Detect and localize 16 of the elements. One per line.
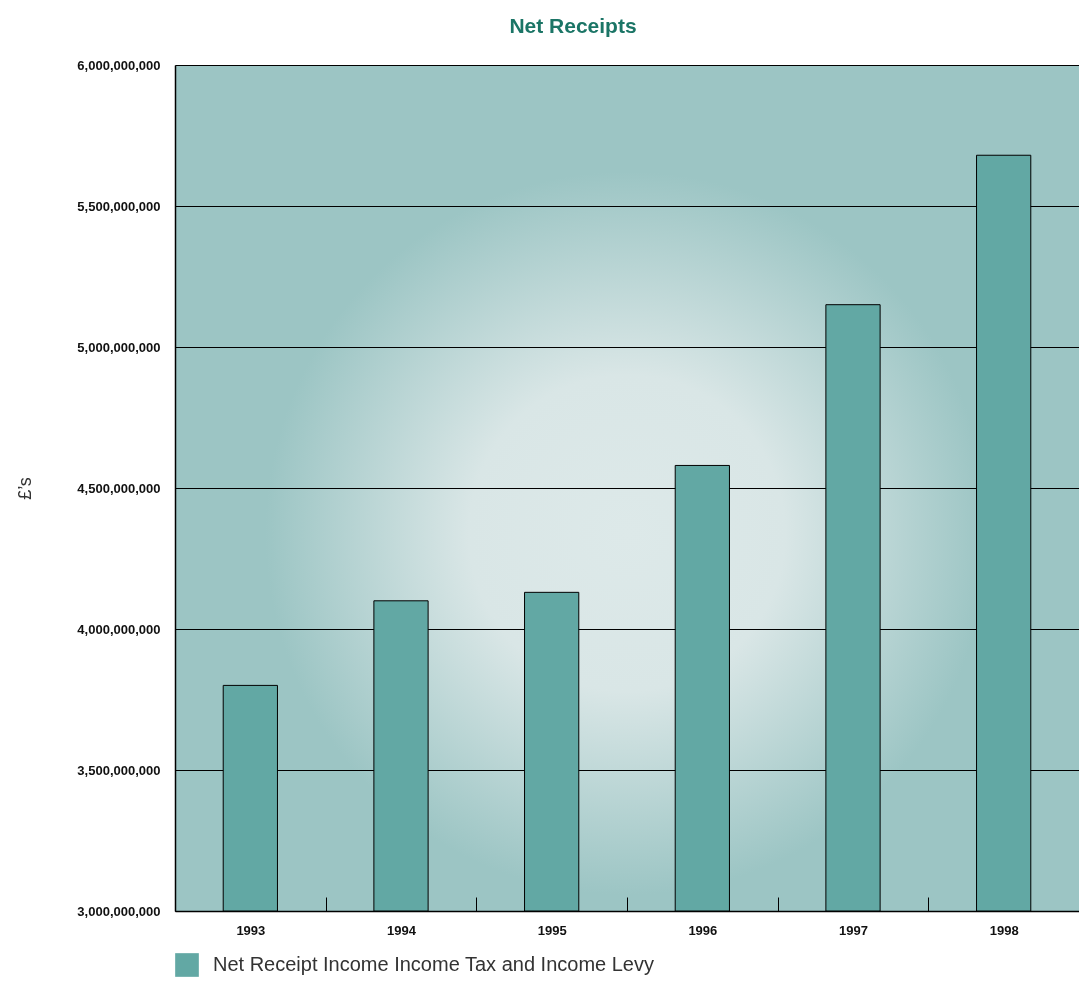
x-tick-label: 1994 xyxy=(387,922,417,938)
x-tick-label: 1997 xyxy=(839,922,868,938)
y-tick-label: 5,000,000,000 xyxy=(77,339,161,355)
x-tick-label: 1998 xyxy=(989,922,1019,938)
y-axis-title: £’s xyxy=(14,477,35,500)
x-tick-label: 1993 xyxy=(236,922,266,938)
y-tick-label: 4,000,000,000 xyxy=(77,621,161,637)
y-tick-label: 5,500,000,000 xyxy=(77,198,161,214)
y-tick-label: 3,500,000,000 xyxy=(77,762,161,778)
x-tick-label: 1995 xyxy=(537,922,567,938)
y-tick-label: 6,000,000,000 xyxy=(77,57,161,73)
legend-label: Net Receipt Income Income Tax and Income Levy xyxy=(213,953,654,975)
y-tick-label: 3,000,000,000 xyxy=(77,903,161,919)
chart-title: Net Receipts xyxy=(509,14,637,37)
y-tick-label: 4,500,000,000 xyxy=(77,480,161,496)
x-tick-label: 1996 xyxy=(688,922,718,938)
